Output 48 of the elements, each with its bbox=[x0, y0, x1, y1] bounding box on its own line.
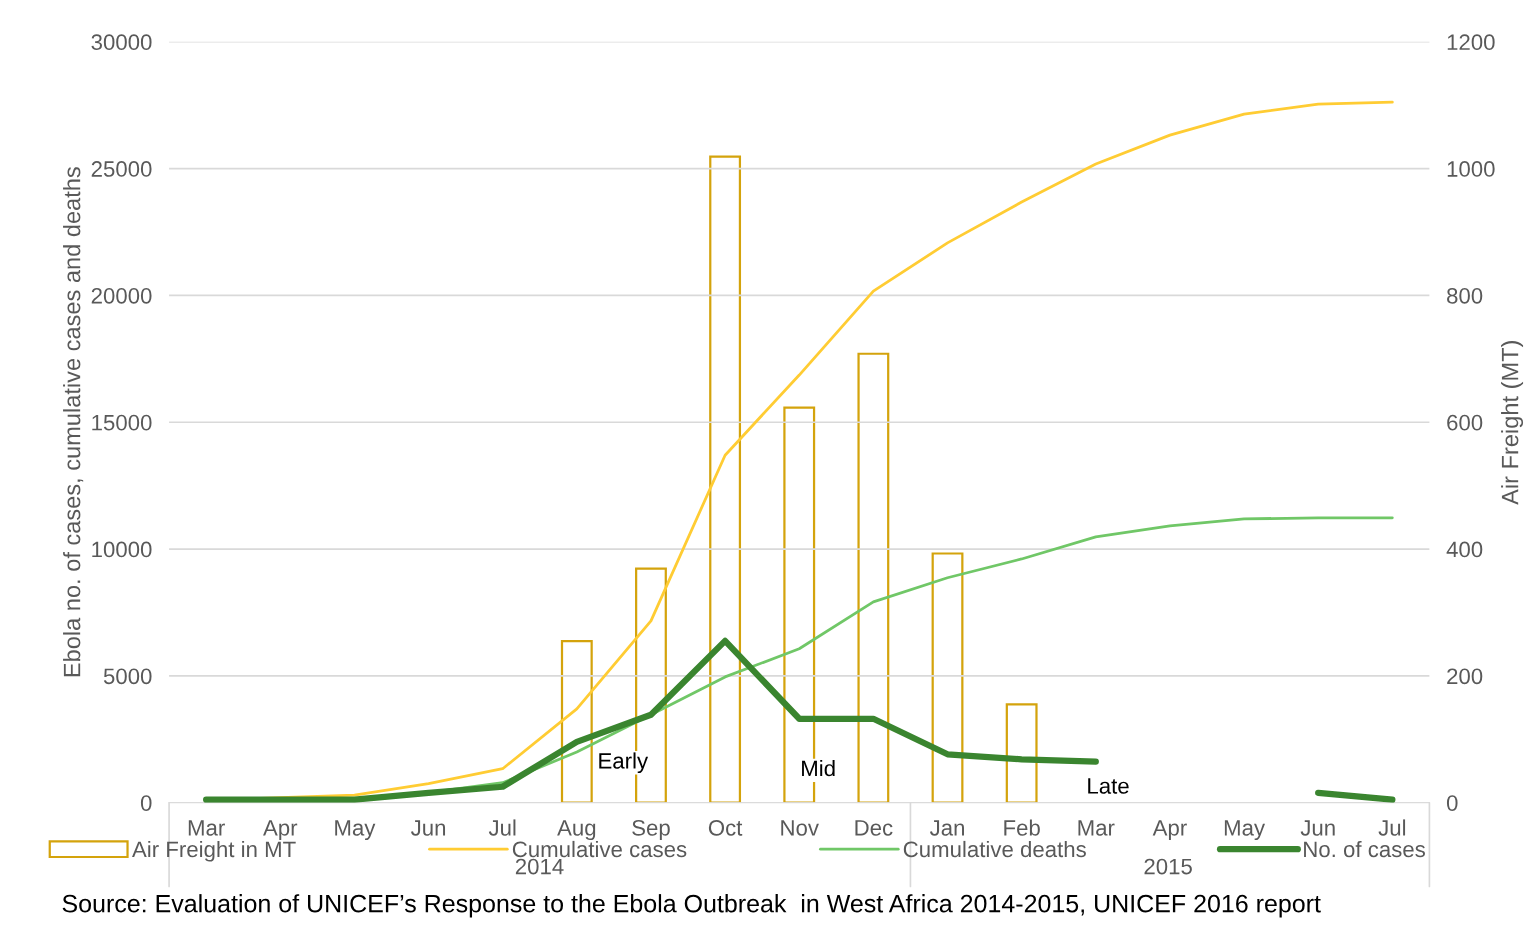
x-tick-label: Apr bbox=[1152, 820, 1187, 841]
annotation: Early bbox=[599, 752, 649, 774]
y2-tick-label: 400 bbox=[1446, 541, 1483, 558]
x-tick-label: Jun bbox=[410, 820, 446, 836]
legend-label: Air Freight in MT bbox=[132, 840, 296, 862]
y-tick-label: 25000 bbox=[91, 161, 152, 177]
legend-label: Cumulative cases bbox=[512, 840, 687, 858]
x-tick-label: Mar bbox=[188, 820, 225, 836]
x-tick-label: Mar bbox=[1078, 820, 1115, 836]
x-tick-label: May bbox=[1224, 820, 1266, 841]
annotation: Mid bbox=[802, 759, 835, 777]
bar bbox=[709, 155, 742, 803]
y-tick-label: 0 bbox=[140, 795, 152, 811]
y2-tick-label: 1200 bbox=[1447, 34, 1495, 51]
source-note: Source: Evaluation of UNICEF’s Response to the Ebola Outbreak in West Africa 2014-2015, UNICEF 2016 report bbox=[62, 894, 1321, 918]
x-tick-label: Apr bbox=[263, 820, 298, 841]
legend-label: No. of cases bbox=[1304, 840, 1425, 858]
x-tick-label: Sep bbox=[632, 819, 670, 841]
x-tick-label: Jul bbox=[1378, 819, 1406, 836]
y-tick-label: 10000 bbox=[92, 541, 152, 558]
y-tick-label: 15000 bbox=[92, 414, 152, 431]
x-tick-label: Oct bbox=[708, 819, 743, 836]
y2-tick-label: 1000 bbox=[1447, 161, 1495, 177]
x-tick-label: Dec bbox=[855, 820, 893, 836]
bar bbox=[857, 352, 890, 803]
x-tick-label: Jun bbox=[1300, 820, 1335, 836]
text: 2015 bbox=[1144, 858, 1192, 875]
y-tick-label: 30000 bbox=[91, 34, 152, 51]
x-tick-label: Jul bbox=[488, 819, 516, 836]
y-tick-label: 20000 bbox=[91, 287, 152, 304]
x-tick-label: May bbox=[335, 820, 376, 841]
x-tick-label: Jan bbox=[929, 820, 964, 836]
bar bbox=[560, 639, 593, 803]
y-axis-title: Ebola no. of cases, cumulative cases and deaths bbox=[63, 167, 84, 677]
y2-axis-title: Air Freight (MT) bbox=[1501, 341, 1524, 505]
bar bbox=[931, 552, 964, 803]
y2-tick-label: 800 bbox=[1447, 287, 1483, 304]
y2-tick-label: 600 bbox=[1447, 414, 1483, 431]
y2-tick-label: 200 bbox=[1447, 668, 1483, 685]
legend-label: Cumulative deaths bbox=[903, 840, 1086, 858]
text: 2014 bbox=[515, 858, 564, 875]
annotation: Late bbox=[1088, 778, 1129, 794]
y-tick-label: 5000 bbox=[103, 668, 152, 685]
x-tick-label: Nov bbox=[781, 820, 819, 836]
bar bbox=[1005, 703, 1038, 803]
x-tick-label: Aug bbox=[557, 820, 596, 841]
x-tick-label: Feb bbox=[1004, 819, 1040, 836]
y2-tick-label: 0 bbox=[1446, 795, 1458, 811]
